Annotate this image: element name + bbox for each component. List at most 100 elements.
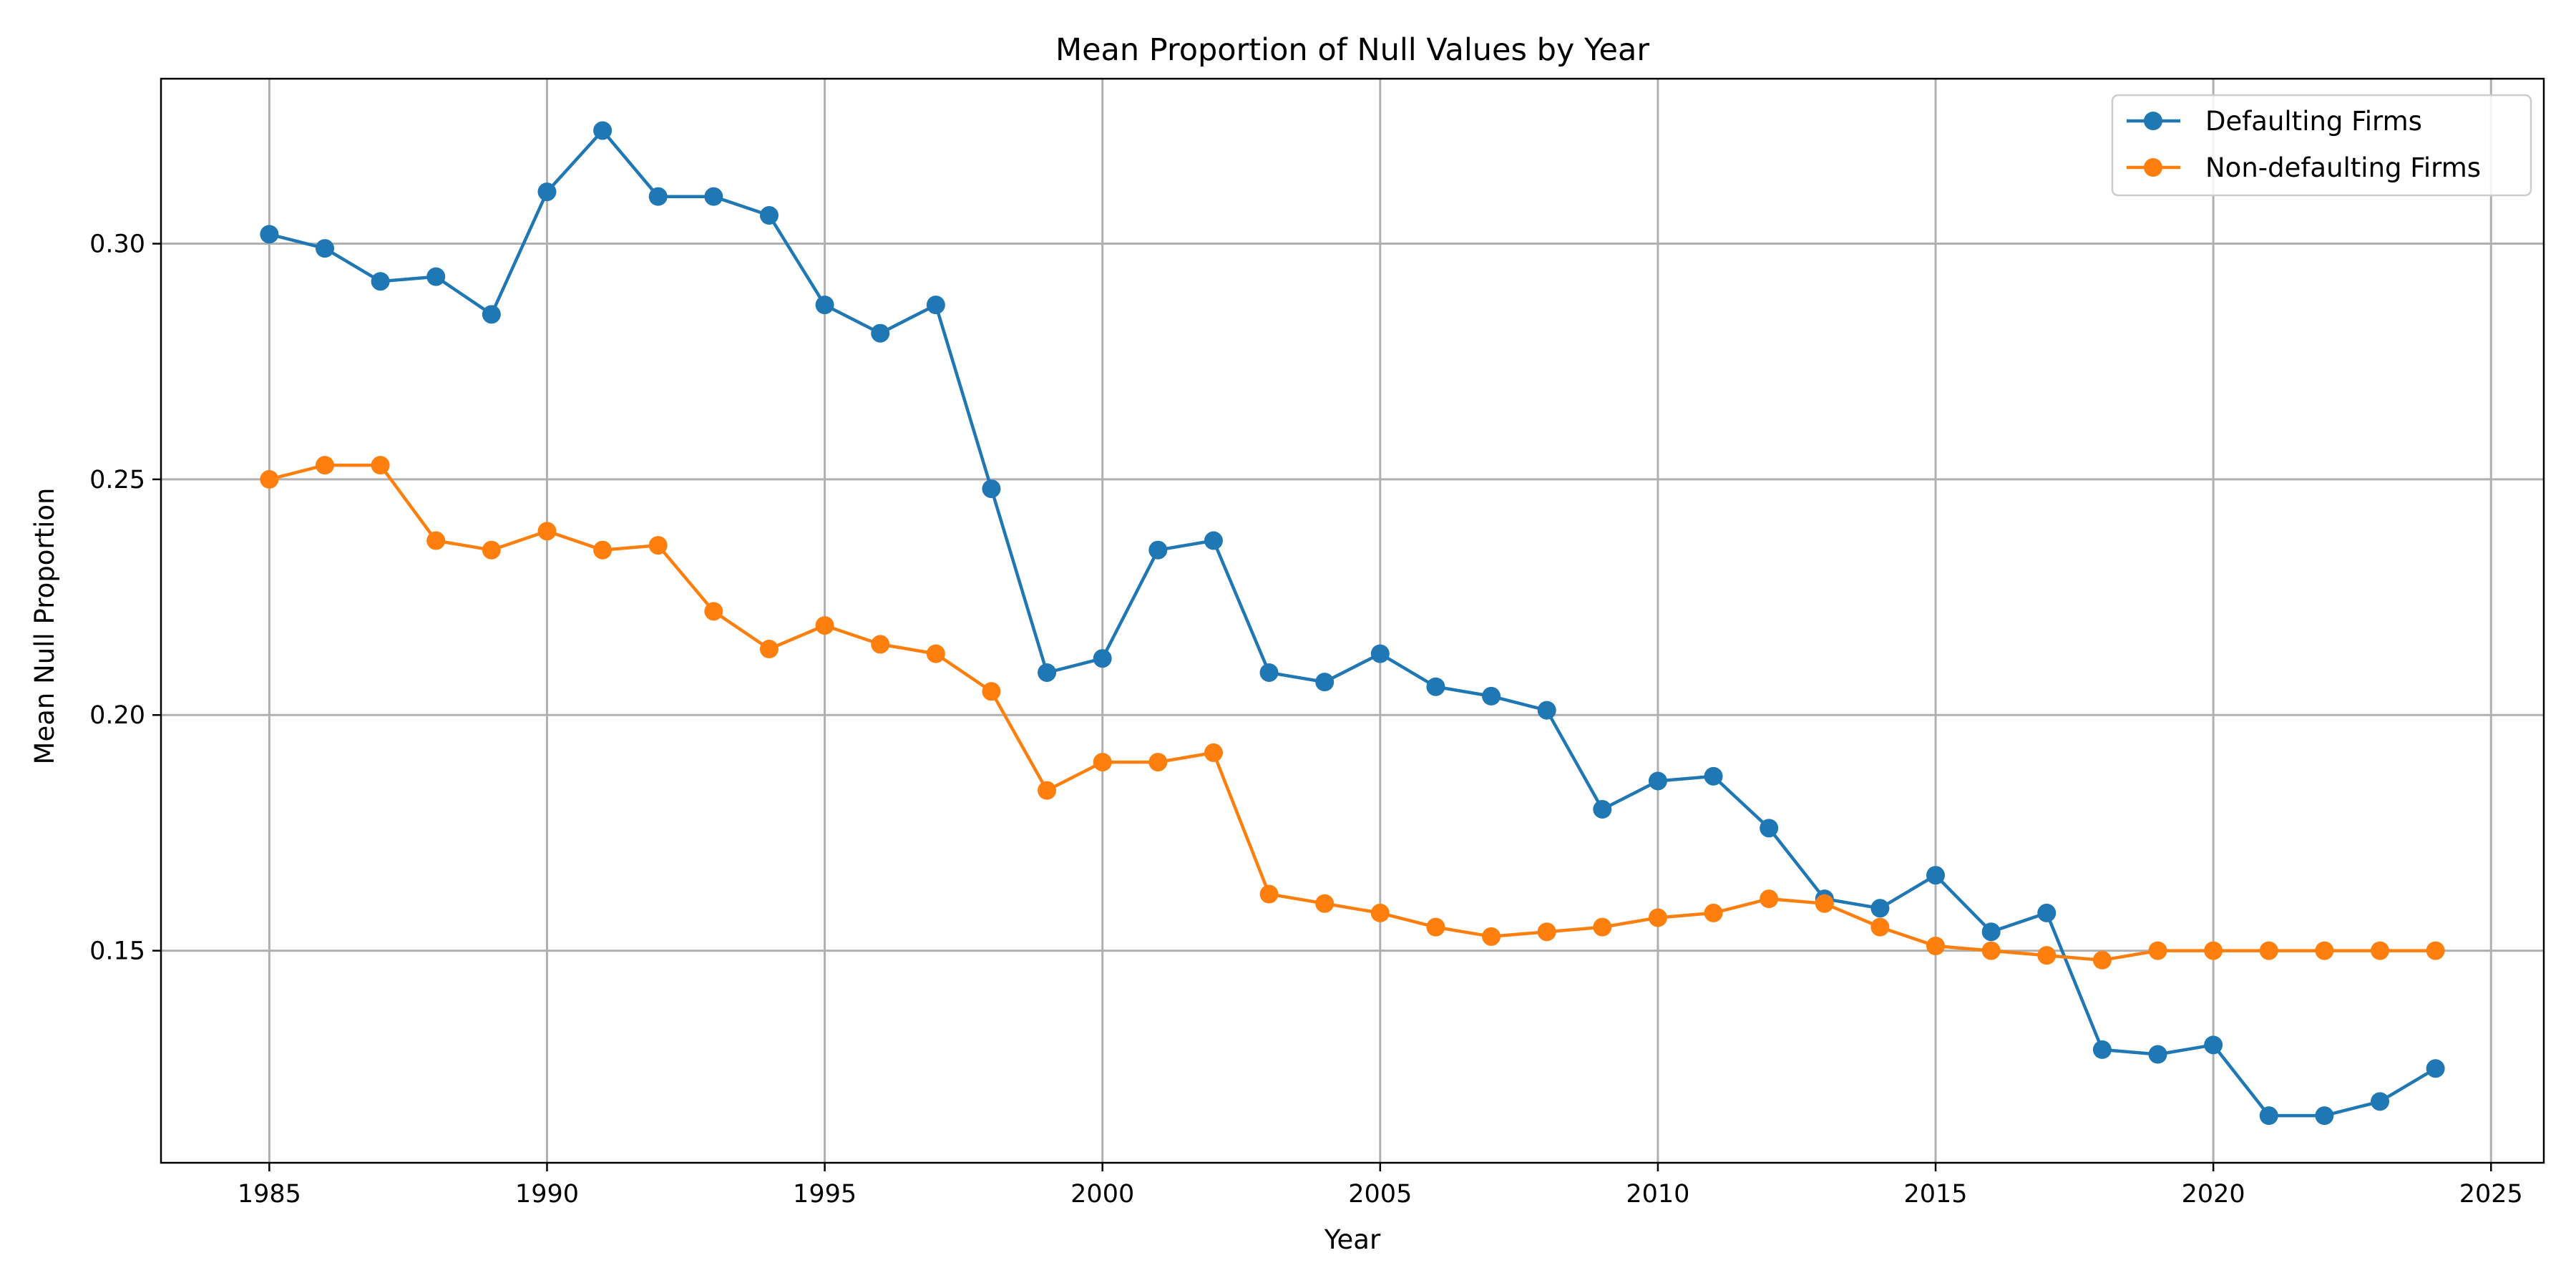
data-point — [1760, 889, 1779, 909]
data-point — [371, 456, 390, 475]
data-point — [2315, 941, 2334, 960]
data-point — [648, 187, 668, 206]
data-point — [1204, 531, 1223, 550]
series-layer — [260, 121, 2445, 1126]
data-point — [1926, 866, 1946, 885]
data-point — [1204, 743, 1223, 762]
data-point — [1148, 540, 1168, 560]
y-tick-label: 0.15 — [89, 937, 145, 966]
x-tick-label: 1995 — [793, 1180, 857, 1209]
data-point — [2315, 1106, 2334, 1126]
y-tick-label: 0.30 — [89, 230, 145, 259]
data-point — [1704, 903, 1723, 922]
x-tick-label: 2015 — [1903, 1180, 1967, 1209]
data-point — [1038, 663, 1057, 682]
data-point — [1370, 644, 1390, 663]
x-tick-label: 1990 — [515, 1180, 579, 1209]
data-point — [2259, 941, 2278, 960]
legend-label: Defaulting Firms — [2205, 106, 2422, 137]
data-point — [1259, 663, 1279, 682]
data-point — [537, 182, 557, 202]
x-tick-label: 1985 — [238, 1180, 301, 1209]
data-point — [704, 187, 723, 206]
data-point — [2037, 946, 2057, 965]
data-point — [926, 296, 945, 315]
data-point — [2092, 1040, 2112, 1059]
data-point — [1537, 701, 1556, 720]
data-point — [759, 640, 779, 659]
data-point — [1315, 673, 1335, 692]
data-point — [871, 323, 890, 343]
data-point — [482, 305, 501, 324]
legend-box — [2111, 94, 2532, 197]
data-point — [1038, 781, 1057, 800]
chart-title: Mean Proportion of Null Values by Year — [1055, 32, 1649, 68]
data-point — [1370, 903, 1390, 922]
x-tick-label: 2000 — [1070, 1180, 1134, 1209]
data-point — [2426, 941, 2445, 960]
x-tick-label: 2005 — [1348, 1180, 1412, 1209]
x-tick-label: 2020 — [2182, 1180, 2245, 1209]
data-point — [759, 206, 779, 225]
data-point — [426, 267, 446, 286]
legend-entry: Non-defaulting Firms — [2127, 152, 2481, 183]
data-point — [1593, 799, 1612, 819]
series-line — [268, 463, 2436, 962]
data-point — [537, 522, 557, 541]
data-point — [1148, 753, 1168, 772]
data-point — [1648, 771, 1667, 791]
data-point — [2148, 1045, 2167, 1064]
data-point — [815, 616, 834, 635]
data-point — [1426, 677, 1445, 696]
data-point — [426, 531, 446, 550]
data-point — [1482, 927, 1501, 946]
data-point — [2148, 941, 2167, 960]
data-point — [2426, 1059, 2445, 1078]
data-point — [1870, 917, 1890, 937]
data-point — [593, 540, 613, 560]
legend-label: Non-defaulting Firms — [2205, 152, 2481, 183]
legend: Defaulting Firms Non-defaulting Firms — [2111, 94, 2532, 197]
data-point — [260, 469, 279, 489]
data-point — [2204, 1035, 2223, 1055]
x-axis-label: Year — [1324, 1224, 1381, 1255]
x-axis: 1985 1990 1995 2000 2005 2010 2015 2020 2025 — [238, 1163, 2523, 1209]
data-point — [2204, 941, 2223, 960]
y-axis: 0.15 0.20 0.25 0.30 — [89, 230, 161, 966]
series-line — [268, 129, 2436, 1118]
data-point — [482, 540, 501, 560]
data-point — [1870, 899, 1890, 918]
data-point — [593, 121, 613, 140]
data-point — [2371, 941, 2390, 960]
data-point — [315, 239, 334, 258]
y-tick-label: 0.20 — [89, 701, 145, 730]
y-tick-label: 0.25 — [89, 466, 145, 494]
data-point — [1259, 884, 1279, 904]
legend-entry: Defaulting Firms — [2127, 106, 2422, 137]
data-point — [1426, 917, 1445, 937]
data-point — [1981, 922, 2001, 942]
data-point — [315, 456, 334, 475]
data-point — [1537, 922, 1556, 942]
data-point — [1926, 937, 1946, 955]
data-point — [926, 644, 945, 663]
data-point — [2371, 1092, 2390, 1111]
data-point — [1482, 686, 1501, 706]
data-point — [704, 602, 723, 621]
plot-frame — [160, 77, 2545, 1164]
data-point — [1315, 894, 1335, 913]
data-point — [1704, 766, 1723, 786]
data-point — [871, 635, 890, 654]
data-point — [1093, 649, 1112, 668]
data-point — [1593, 917, 1612, 937]
series-2 — [260, 456, 2445, 970]
data-point — [1760, 819, 1779, 838]
y-axis-label: Mean Null Proportion — [29, 488, 60, 765]
legend-swatch-marker — [2144, 158, 2162, 177]
data-point — [815, 296, 834, 315]
data-point — [371, 272, 390, 291]
data-point — [1648, 908, 1667, 927]
data-point — [1981, 941, 2001, 960]
